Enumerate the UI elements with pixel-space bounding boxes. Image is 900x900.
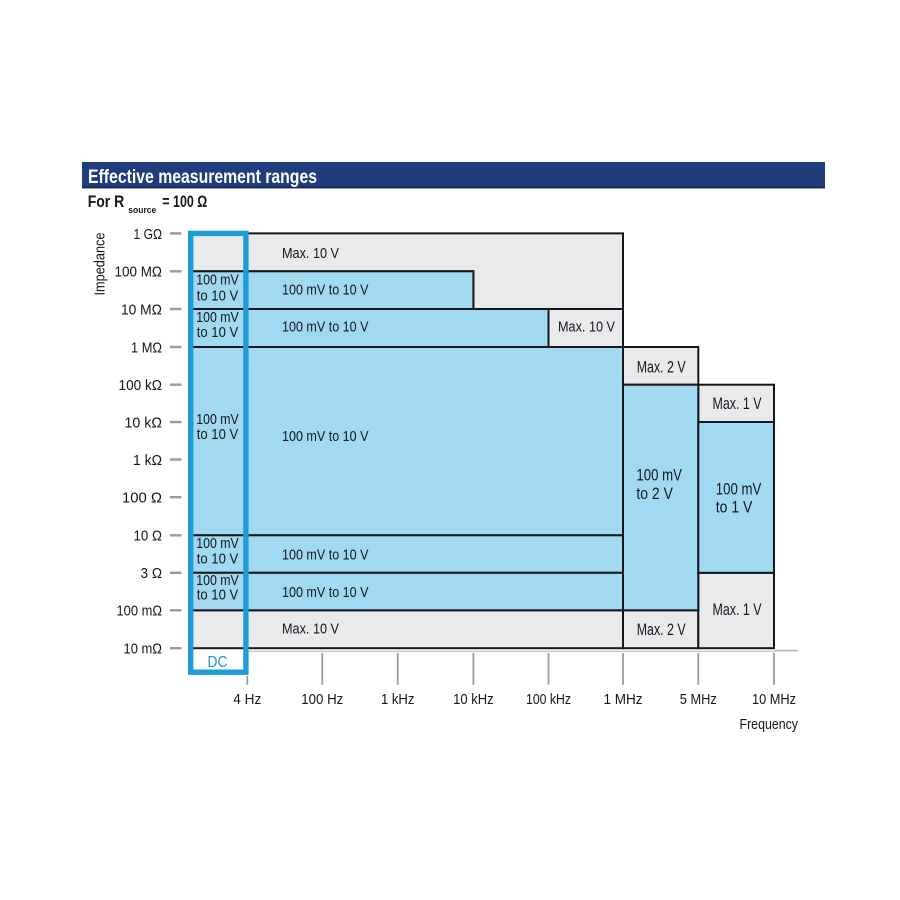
svg-text:100 MΩ: 100 MΩ: [115, 264, 163, 281]
svg-text:10 MΩ: 10 MΩ: [121, 301, 162, 318]
svg-text:100 mV to 10 V: 100 mV to 10 V: [282, 546, 369, 563]
svg-text:100 mV: 100 mV: [716, 481, 762, 499]
svg-text:For R: For R: [88, 192, 125, 211]
svg-text:100 kHz: 100 kHz: [526, 691, 571, 708]
svg-text:100 mV to 10 V: 100 mV to 10 V: [282, 428, 369, 445]
svg-text:1 kHz: 1 kHz: [381, 691, 415, 708]
svg-text:to 2 V: to 2 V: [636, 485, 673, 503]
svg-text:1 MΩ: 1 MΩ: [131, 339, 162, 356]
svg-text:100 mΩ: 100 mΩ: [117, 603, 163, 620]
svg-text:100 mV to 10 V: 100 mV to 10 V: [282, 319, 369, 336]
svg-text:to 10 V: to 10 V: [197, 426, 239, 443]
svg-text:100 mV: 100 mV: [196, 309, 239, 326]
svg-text:Max. 10 V: Max. 10 V: [558, 319, 615, 336]
svg-text:to 10 V: to 10 V: [197, 551, 239, 568]
svg-text:DC: DC: [208, 654, 228, 671]
svg-text:100 mV: 100 mV: [196, 271, 239, 288]
svg-text:Frequency: Frequency: [740, 716, 799, 733]
svg-text:Max. 1 V: Max. 1 V: [713, 395, 762, 413]
svg-text:Max. 1 V: Max. 1 V: [713, 601, 762, 619]
svg-text:Max. 10 V: Max. 10 V: [282, 620, 339, 637]
svg-text:3 Ω: 3 Ω: [141, 565, 163, 582]
svg-text:1 GΩ: 1 GΩ: [134, 226, 163, 243]
svg-text:Max. 2 V: Max. 2 V: [637, 621, 686, 639]
svg-text:= 100 Ω: = 100 Ω: [162, 192, 207, 211]
svg-text:100 mV: 100 mV: [196, 411, 239, 428]
svg-text:10 kΩ: 10 kΩ: [125, 414, 163, 431]
svg-text:100 mV: 100 mV: [196, 535, 239, 552]
svg-text:source: source: [128, 205, 156, 215]
svg-text:100 mV: 100 mV: [196, 572, 239, 589]
svg-text:100 Hz: 100 Hz: [301, 691, 343, 708]
svg-text:100 mV to 10 V: 100 mV to 10 V: [282, 281, 369, 298]
svg-text:Effective measurement ranges: Effective measurement ranges: [88, 166, 317, 188]
svg-text:100 Ω: 100 Ω: [122, 490, 162, 507]
svg-text:4 Hz: 4 Hz: [233, 691, 261, 708]
svg-text:1 kΩ: 1 kΩ: [133, 452, 162, 469]
svg-text:1 MHz: 1 MHz: [604, 691, 643, 708]
svg-text:100 mV: 100 mV: [636, 467, 682, 485]
svg-text:100 mV to 10 V: 100 mV to 10 V: [282, 584, 369, 601]
svg-text:10 kHz: 10 kHz: [453, 691, 494, 708]
svg-text:5 MHz: 5 MHz: [680, 691, 717, 708]
svg-text:100 kΩ: 100 kΩ: [119, 377, 163, 394]
svg-text:10 mΩ: 10 mΩ: [124, 641, 163, 658]
svg-text:10 Ω: 10 Ω: [134, 528, 163, 545]
svg-text:to 10 V: to 10 V: [197, 324, 239, 341]
svg-text:Impedance: Impedance: [92, 233, 109, 296]
svg-text:to 1 V: to 1 V: [716, 498, 753, 516]
svg-text:Max. 10 V: Max. 10 V: [282, 245, 339, 262]
svg-text:Max. 2 V: Max. 2 V: [637, 358, 686, 376]
svg-text:10 MHz: 10 MHz: [752, 691, 796, 708]
svg-text:to 10 V: to 10 V: [197, 288, 239, 305]
svg-text:to 10 V: to 10 V: [197, 587, 239, 604]
